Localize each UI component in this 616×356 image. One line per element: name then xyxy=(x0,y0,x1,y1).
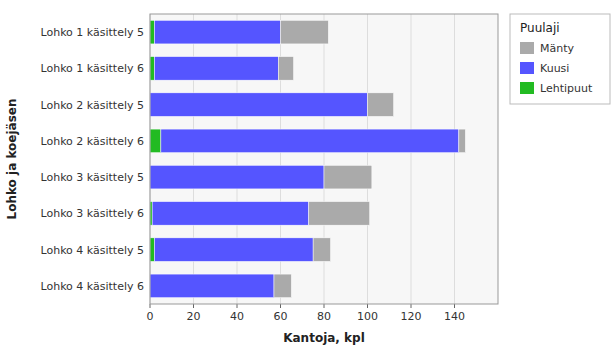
y-tick-label: Lohko 2 käsittely 6 xyxy=(41,135,145,148)
legend: Puulaji Mänty Kuusi Lehtipuut xyxy=(510,14,610,104)
x-axis: 0 20 40 60 80 100 120 140 xyxy=(147,304,466,323)
bar-segment xyxy=(313,238,330,262)
grid xyxy=(150,14,455,304)
x-tick-label: 0 xyxy=(147,310,154,323)
bar-segment xyxy=(324,165,372,189)
grid-line xyxy=(411,14,412,304)
y-tick-label: Lohko 3 käsittely 5 xyxy=(41,171,145,184)
bar-segment xyxy=(152,202,309,226)
y-tick-label: Lohko 1 käsittely 5 xyxy=(41,26,145,39)
chart: 020406080100120140Lohko 1 käsittely 5Loh… xyxy=(0,0,616,356)
x-tick xyxy=(237,304,238,308)
y-tick-label: Lohko 1 käsittely 6 xyxy=(41,62,145,75)
x-tick-label: 80 xyxy=(317,310,331,323)
x-axis-label: Kantoja, kpl xyxy=(283,331,365,345)
y-tick-label: Lohko 2 käsittely 5 xyxy=(41,99,145,112)
legend-swatch xyxy=(520,62,534,74)
bar-segment xyxy=(459,129,466,153)
legend-title: Puulaji xyxy=(520,21,560,35)
bar-segment xyxy=(150,274,274,298)
bar-segment xyxy=(368,93,394,117)
x-tick-label: 40 xyxy=(230,310,244,323)
x-tick xyxy=(193,304,194,308)
bar-segment xyxy=(281,20,329,44)
legend-label: Lehtipuut xyxy=(540,82,593,95)
x-tick xyxy=(150,304,151,308)
grid-line xyxy=(367,14,368,304)
legend-label: Mänty xyxy=(540,42,575,55)
bar-segment xyxy=(150,165,324,189)
bar-segment xyxy=(154,20,280,44)
bar-segment xyxy=(154,57,278,81)
x-tick xyxy=(280,304,281,308)
x-tick-label: 60 xyxy=(274,310,288,323)
bar-segment xyxy=(278,57,293,81)
plot-area xyxy=(150,14,498,304)
x-tick xyxy=(454,304,455,308)
bar-segment xyxy=(161,129,459,153)
x-tick-label: 140 xyxy=(444,310,465,323)
legend-swatch xyxy=(520,42,534,54)
bar-segment xyxy=(150,20,154,44)
bar-segment xyxy=(309,202,370,226)
y-tick-label: Lohko 4 käsittely 6 xyxy=(41,280,145,293)
bar-segment xyxy=(150,57,154,81)
x-tick-label: 20 xyxy=(187,310,201,323)
plot-frame xyxy=(150,14,498,304)
bar-segment xyxy=(274,274,291,298)
x-tick xyxy=(324,304,325,308)
y-tick-label: Lohko 4 käsittely 5 xyxy=(41,244,145,257)
legend-label: Kuusi xyxy=(540,62,569,75)
grid-line xyxy=(454,14,455,304)
x-tick-label: 100 xyxy=(357,310,378,323)
x-tick-label: 120 xyxy=(401,310,422,323)
bar-segment xyxy=(150,238,154,262)
y-tick-label: Lohko 3 käsittely 6 xyxy=(41,207,145,220)
bars xyxy=(150,20,465,297)
y-axis: Lohko 1 käsittely 5 Lohko 1 käsittely 6 Lo… xyxy=(41,26,145,293)
x-tick xyxy=(367,304,368,308)
legend-frame xyxy=(510,14,610,104)
x-tick xyxy=(411,304,412,308)
bar-segment xyxy=(154,238,313,262)
bar-segment xyxy=(150,93,368,117)
legend-swatch xyxy=(520,82,534,94)
y-axis-label: Lohko ja koejäsen xyxy=(5,99,19,220)
bar-segment xyxy=(150,129,161,153)
